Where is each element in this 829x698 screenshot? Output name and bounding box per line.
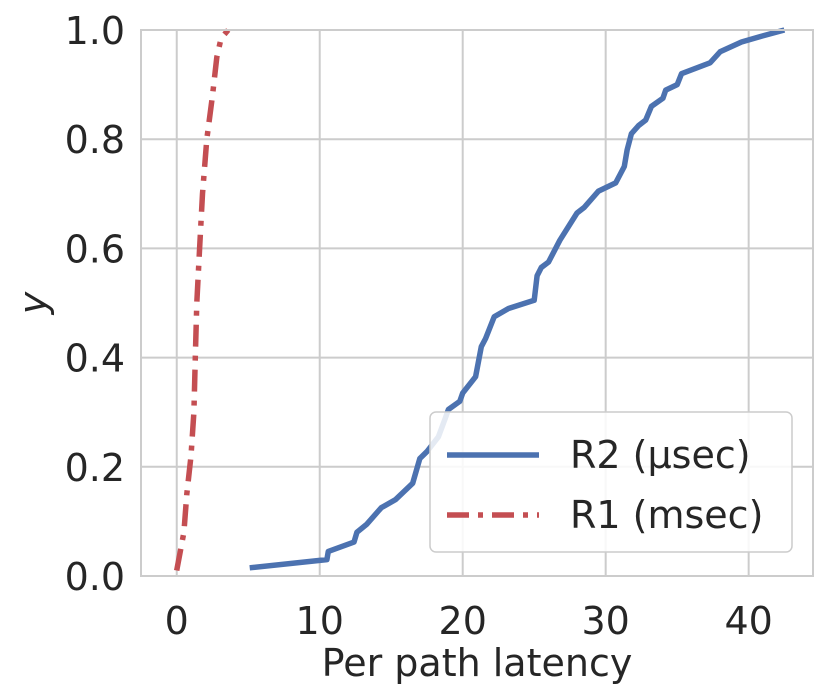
y-tick-label: 0.4 [65, 337, 125, 381]
legend-label-r2: R2 (µsec) [570, 433, 751, 477]
y-tick-label: 0.2 [65, 446, 125, 490]
legend-label-r1: R1 (msec) [570, 493, 763, 537]
plot-frame [140, 29, 814, 577]
tick-labels: 0 10 20 30 40 0.0 0.2 0.4 0.6 0.8 1.0 [65, 9, 773, 643]
y-tick-label: 0.8 [65, 118, 125, 162]
x-tick-label: 20 [439, 599, 487, 643]
x-tick-label: 30 [582, 599, 630, 643]
y-axis-label: y [11, 291, 55, 315]
x-tick-label: 10 [296, 599, 344, 643]
legend: R2 (µsec) R1 (msec) [429, 411, 793, 553]
x-tick-label: 0 [165, 599, 189, 643]
series-line-r2 [249, 27, 786, 571]
series-line-r1 [173, 28, 231, 572]
series-lines [173, 27, 786, 572]
x-tick-label: 40 [724, 599, 772, 643]
y-tick-label: 0.0 [65, 555, 125, 599]
x-axis-label: Per path latency [322, 641, 633, 685]
legend-box [429, 411, 793, 553]
y-tick-label: 1.0 [65, 9, 125, 53]
y-tick-label: 0.6 [65, 227, 125, 271]
